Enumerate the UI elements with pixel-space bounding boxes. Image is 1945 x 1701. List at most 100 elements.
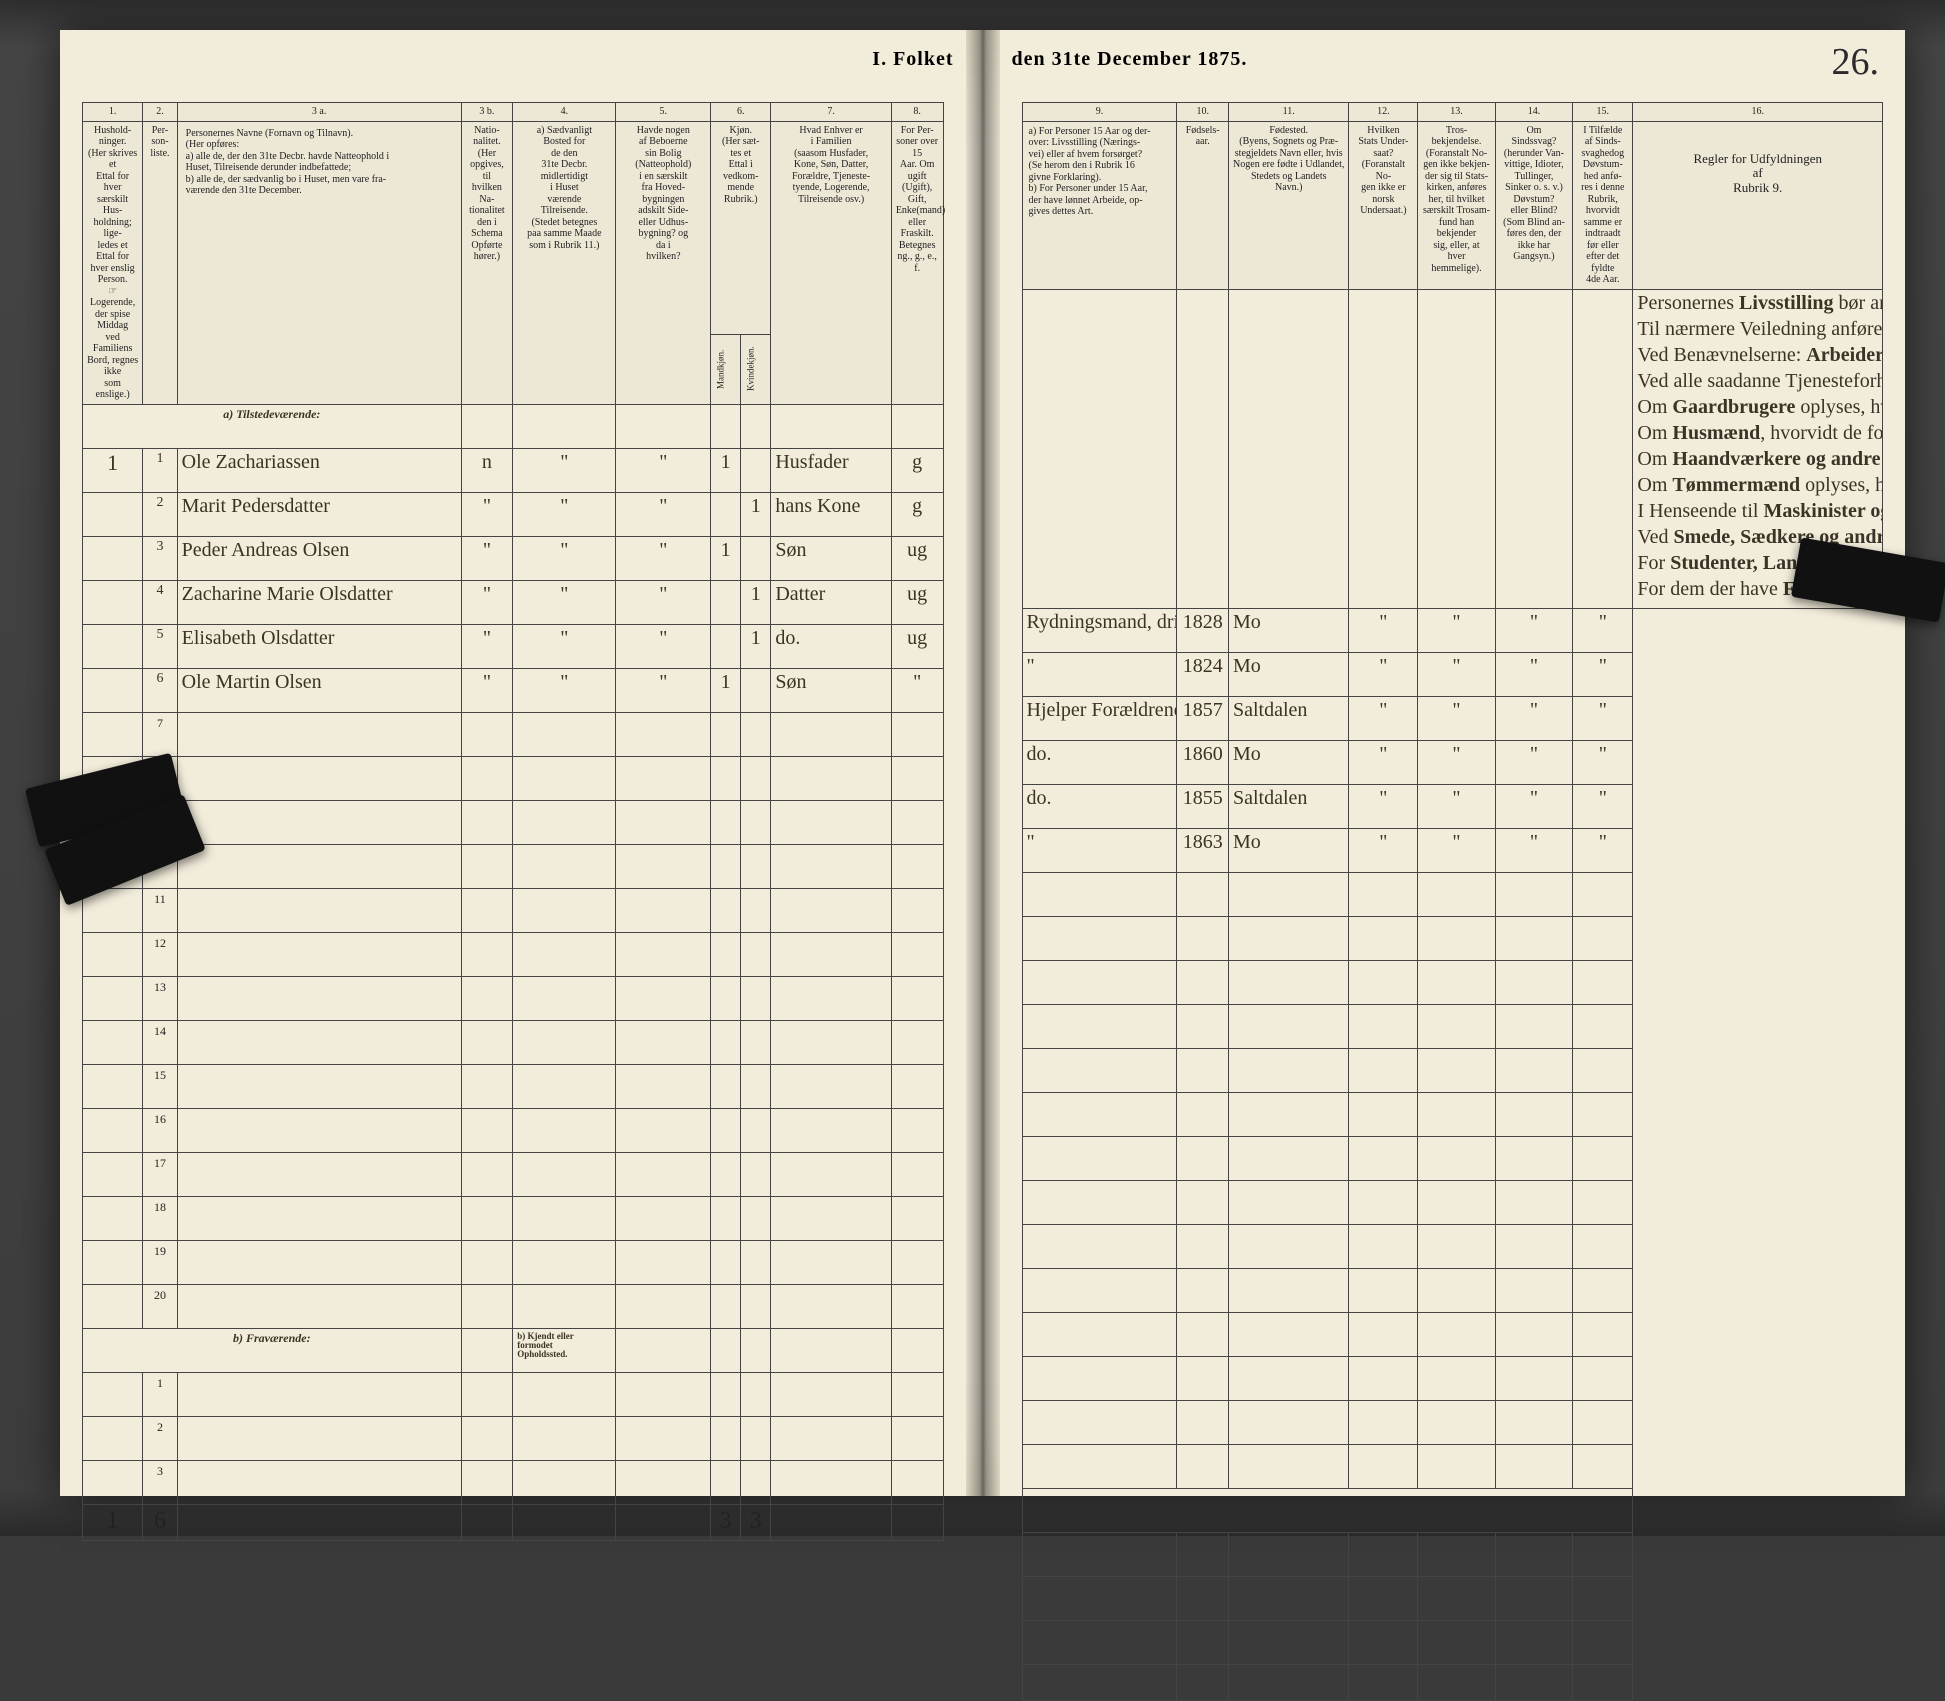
ledger-table-right: 9. 10. 11. 12. 13. 14. 15. 16. a) For Pe… (1022, 102, 1884, 1701)
instruction-paragraph: Personernes Livsstilling bør angives eft… (1637, 293, 1878, 313)
table-row-blank: 16 (83, 1108, 944, 1152)
table-row: Rydningsmand, driver Gaardsbrug1828Mo"""… (1022, 608, 1883, 652)
total-male: 3 (711, 1504, 741, 1540)
colhead: Natio- nalitet. (Her opgives, til hvilke… (461, 121, 513, 404)
colhead: Regler for Udfyldningen af Rubrik 9. (1633, 121, 1883, 289)
instruction-paragraph: Om Tømmermænd oplyses, hvorvidt de fare … (1637, 475, 1878, 495)
table-row: do.1855Saltdalen"""" (1022, 784, 1883, 828)
ledger-book: I. Folket 1. 2. 3 a. 3 b. 4. 5. 6. 7. 8. (60, 30, 1905, 1496)
table-row-blank (1022, 1312, 1883, 1356)
instruction-paragraph: Ved Benævnelserne: Arbeider, Dagarbeider… (1637, 345, 1878, 365)
table-row-blank (1022, 872, 1883, 916)
table-row-blank: 7 (83, 712, 944, 756)
table-row: Hjelper Forældrene1857Saltdalen"""" (1022, 696, 1883, 740)
page-right: den 31te December 1875. 26. 9. 10. 11. 1… (1000, 30, 1906, 1496)
colhead: For Per- soner over 15 Aar. Om ugift (Ug… (891, 121, 943, 404)
colnum: 14. (1495, 103, 1572, 122)
colhead: a) Sædvanligt Bosted for de den 31te Dec… (513, 121, 616, 404)
table-row: 6Ole Martin Olsen"""1Søn" (83, 668, 944, 712)
table-row-blank: 14 (83, 1020, 944, 1064)
table-row: 3Peder Andreas Olsen"""1Sønug (83, 536, 944, 580)
table-row-blank (1022, 1356, 1883, 1400)
colhead: Per- son- liste. (143, 121, 177, 404)
colnum: 7. (771, 103, 891, 122)
table-row-blank (1022, 1400, 1883, 1444)
table-row-blank: 19 (83, 1240, 944, 1284)
colnum: 2. (143, 103, 177, 122)
instruction-paragraph: I Henseende til Maskinister og Fyrbødere… (1637, 501, 1878, 521)
table-row: 5Elisabeth Olsdatter"""1do.ug (83, 624, 944, 668)
total-female: 3 (741, 1504, 771, 1540)
table-row-blank (1022, 1268, 1883, 1312)
colnum: 3 b. (461, 103, 513, 122)
table-row-blank (1022, 916, 1883, 960)
colhead: a) For Personer 15 Aar og der- over: Liv… (1022, 121, 1177, 289)
table-row-blank: 11 (83, 888, 944, 932)
colhead: Hvilken Stats Under- saat? (Foranstalt N… (1349, 121, 1418, 289)
colnum: 16. (1633, 103, 1883, 122)
colnum: 1. (83, 103, 143, 122)
colhead: I Tilfælde af Sinds- svaghedog Døvstum- … (1573, 121, 1633, 289)
colhead: Tros- bekjendelse. (Foranstalt No- gen i… (1418, 121, 1495, 289)
colnum: 13. (1418, 103, 1495, 122)
section-absent: b) Fraværende: (83, 1328, 462, 1372)
colhead: Hvad Enhver er i Familien (saasom Husfad… (771, 121, 891, 404)
table-row-blank (1022, 1136, 1883, 1180)
table-row-blank: 12 (83, 932, 944, 976)
table-row: 2Marit Pedersdatter"""1hans Koneg (83, 492, 944, 536)
table-row-blank (1022, 1576, 1883, 1620)
colnum: 3 a. (177, 103, 461, 122)
colnum: 5. (616, 103, 711, 122)
table-row-blank (1022, 1004, 1883, 1048)
instruction-paragraph: Om Gaardbrugere oplyses, hvorvidt de ere… (1637, 397, 1878, 417)
table-row-blank (1022, 1180, 1883, 1224)
table-row-blank: 3 (83, 1460, 944, 1504)
table-row-blank: 13 (83, 976, 944, 1020)
total-households: 1 (83, 1504, 143, 1540)
colnum: 15. (1573, 103, 1633, 122)
folio-number: 26. (1832, 40, 1880, 84)
table-row: 11Ole Zachariassenn""1Husfaderg (83, 448, 944, 492)
colhead-sub: Mandkjøn. (711, 334, 741, 404)
table-row-blank (1022, 1444, 1883, 1488)
table-row-blank (1022, 1092, 1883, 1136)
instruction-paragraph: Ved alle saadanne Tjenesteforhold, der e… (1637, 371, 1878, 391)
table-row-blank: 2 (83, 1416, 944, 1460)
total-persons: 6 (143, 1504, 177, 1540)
colnum: 6. (711, 103, 771, 122)
book-gutter (966, 30, 1000, 1496)
colnum: 10. (1177, 103, 1229, 122)
table-row-blank: 8 (83, 756, 944, 800)
colhead: Fødested. (Byens, Sognets og Præ- stegje… (1229, 121, 1349, 289)
table-row: 4Zacharine Marie Olsdatter"""1Datterug (83, 580, 944, 624)
table-row-blank (1022, 960, 1883, 1004)
colhead: Havde nogen af Beboerne sin Bolig (Natte… (616, 121, 711, 404)
colnum: 11. (1229, 103, 1349, 122)
colhead: Kjøn. (Her sæt- tes et Ettal i vedkom- m… (711, 121, 771, 334)
instruction-paragraph: Til nærmere Veiledning anføres her endel… (1637, 319, 1878, 339)
table-row-blank (1022, 1532, 1883, 1576)
colhead: Om Sindssvag? (herunder Van- vittige, Id… (1495, 121, 1572, 289)
table-row-blank: 20 (83, 1284, 944, 1328)
table-row-blank: 9 (83, 800, 944, 844)
instruction-paragraph: Om Husmænd, hvorvidt de fornemmelig ernæ… (1637, 423, 1878, 443)
colhead: Hushold- ninger. (Her skrives et Ettal f… (83, 121, 143, 404)
colnum: 9. (1022, 103, 1177, 122)
section-present: a) Tilstedeværende: (83, 404, 462, 448)
absent-note: b) Kjendt eller formodet Opholdssted. (513, 1328, 616, 1372)
table-row-blank: 10 (83, 844, 944, 888)
colnum: 8. (891, 103, 943, 122)
table-row: "1863Mo"""" (1022, 828, 1883, 872)
table-row-blank: 15 (83, 1064, 944, 1108)
instruction-paragraph: Ved Smede, Sædkere og andre, der ere ans… (1637, 527, 1878, 547)
colnum: 4. (513, 103, 616, 122)
page-title-left: I. Folket (872, 48, 953, 71)
table-row-blank (1022, 1048, 1883, 1092)
table-row-blank: 17 (83, 1152, 944, 1196)
table-row-blank: 18 (83, 1196, 944, 1240)
colhead-sub: Kvindekjøn. (741, 334, 771, 404)
table-row: do.1860Mo"""" (1022, 740, 1883, 784)
table-row-blank (1022, 1620, 1883, 1664)
page-title-right: den 31te December 1875. (1012, 48, 1248, 71)
instruction-paragraph: Om Haandværkere og andre Industridrivend… (1637, 449, 1878, 469)
